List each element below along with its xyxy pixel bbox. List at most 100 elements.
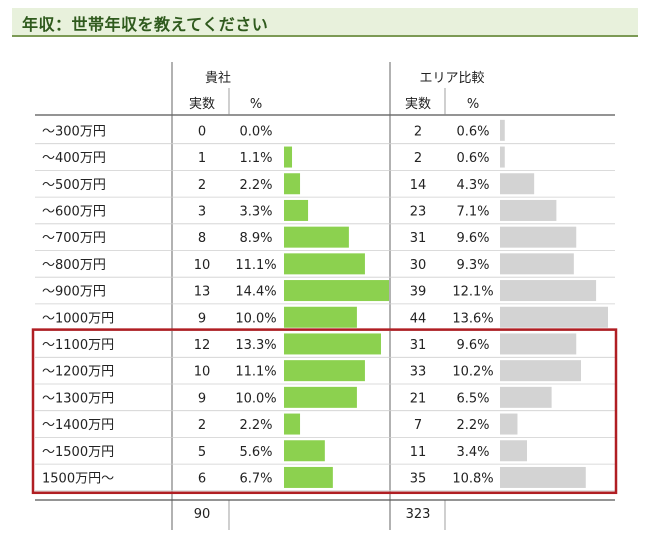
company-pct-label: 8.9% (239, 231, 272, 246)
company-count-cell: 3 (198, 204, 206, 219)
area-bar (500, 413, 518, 435)
company-count-cell: 2 (198, 418, 206, 433)
company-pct-label: 14.4% (235, 285, 276, 300)
area-count-cell: 44 (410, 311, 427, 326)
area-bar (500, 253, 574, 275)
company-count-cell: 0 (198, 124, 206, 139)
area-bar (500, 386, 552, 408)
category-label: ～1100万円 (42, 338, 114, 353)
category-label: ～1500万円 (42, 445, 114, 460)
company-bar (284, 333, 381, 355)
company-bar (284, 360, 365, 382)
company-bar (284, 413, 301, 435)
area-count-cell: 30 (410, 258, 427, 273)
company-count-cell: 5 (198, 445, 206, 460)
area-pct-label: 6.5% (456, 391, 489, 406)
area-group-header: エリア比較 (419, 71, 484, 86)
category-label: ～600万円 (42, 204, 106, 219)
company-count-cell: 2 (198, 178, 206, 193)
area-bar (500, 360, 581, 382)
area-pct-label: 10.8% (452, 471, 493, 486)
area-bar (500, 280, 597, 302)
area-count-cell: 11 (410, 445, 427, 460)
company-count-cell: 9 (198, 311, 206, 326)
company-count-cell: 10 (194, 365, 211, 380)
category-label: ～1300万円 (42, 391, 114, 406)
area-pct-header: % (467, 97, 479, 112)
company-bar (284, 386, 357, 408)
page-title: 年収：世帯年収を教えてください (22, 15, 269, 34)
company-count-cell: 12 (194, 338, 211, 353)
category-label: ～400万円 (42, 151, 106, 166)
area-pct-label: 13.6% (452, 311, 493, 326)
category-label: ～900万円 (42, 285, 106, 300)
company-pct-label: 11.1% (235, 365, 276, 380)
area-pct-label: 9.3% (456, 258, 489, 273)
area-count-cell: 31 (410, 231, 427, 246)
area-pct-label: 0.6% (456, 124, 489, 139)
area-bar (500, 466, 586, 488)
company-pct-label: 2.2% (239, 178, 272, 193)
area-pct-label: 9.6% (456, 338, 489, 353)
area-bar (500, 440, 527, 462)
title-band: 年収：世帯年収を教えてください (12, 8, 638, 37)
company-group-header: 貴社 (205, 70, 231, 86)
area-count-header: 実数 (405, 96, 431, 112)
company-count-cell: 9 (198, 391, 206, 406)
area-count-cell: 21 (410, 391, 427, 406)
company-bar (284, 440, 325, 462)
area-pct-label: 12.1% (452, 285, 493, 300)
company-pct-label: 2.2% (239, 418, 272, 433)
area-bar (500, 146, 505, 168)
category-label: ～500万円 (42, 178, 106, 193)
area-bar (500, 173, 535, 195)
company-pct-label: 6.7% (239, 471, 272, 486)
area-count-cell: 39 (410, 285, 427, 300)
area-pct-label: 7.1% (456, 204, 489, 219)
area-count-cell: 31 (410, 338, 427, 353)
area-bar (500, 199, 557, 221)
company-pct-label: 11.1% (235, 258, 276, 273)
company-bar (284, 226, 349, 248)
area-pct-label: 4.3% (456, 178, 489, 193)
company-bar (284, 146, 293, 168)
company-pct-label: 10.0% (235, 311, 276, 326)
area-count-cell: 35 (410, 471, 427, 486)
category-label: ～800万円 (42, 258, 106, 273)
area-count-cell: 7 (414, 418, 422, 433)
area-pct-label: 0.6% (456, 151, 489, 166)
company-bar (284, 173, 301, 195)
company-count-cell: 10 (194, 258, 211, 273)
area-count-cell: 2 (414, 151, 422, 166)
company-pct-label: 0.0% (239, 124, 272, 139)
area-pct-label: 3.4% (456, 445, 489, 460)
company-pct-label: 5.6% (239, 445, 272, 460)
category-label: 1500万円～ (42, 471, 114, 486)
area-pct-label: 9.6% (456, 231, 489, 246)
category-label: ～700万円 (42, 231, 106, 246)
category-label: ～1200万円 (42, 365, 114, 380)
area-bar (500, 306, 608, 328)
area-bar (500, 226, 577, 248)
company-bar (284, 466, 333, 488)
company-pct-label: 13.3% (235, 338, 276, 353)
area-count-cell: 33 (410, 365, 427, 380)
company-count-cell: 13 (194, 285, 211, 300)
category-label: ～300万円 (42, 124, 106, 139)
company-pct-label: 1.1% (239, 151, 272, 166)
company-count-cell: 6 (198, 471, 206, 486)
area-count-cell: 2 (414, 124, 422, 139)
area-pct-label: 10.2% (452, 365, 493, 380)
company-total: 90 (194, 507, 211, 522)
category-label: ～1400万円 (42, 418, 114, 433)
company-count-header: 実数 (189, 96, 215, 112)
company-bar (284, 280, 389, 302)
company-bar (284, 199, 309, 221)
area-pct-label: 2.2% (456, 418, 489, 433)
category-label: ～1000万円 (42, 311, 114, 326)
company-bar (284, 253, 365, 275)
company-pct-label: 3.3% (239, 204, 272, 219)
company-count-cell: 1 (198, 151, 206, 166)
area-count-cell: 14 (410, 178, 427, 193)
